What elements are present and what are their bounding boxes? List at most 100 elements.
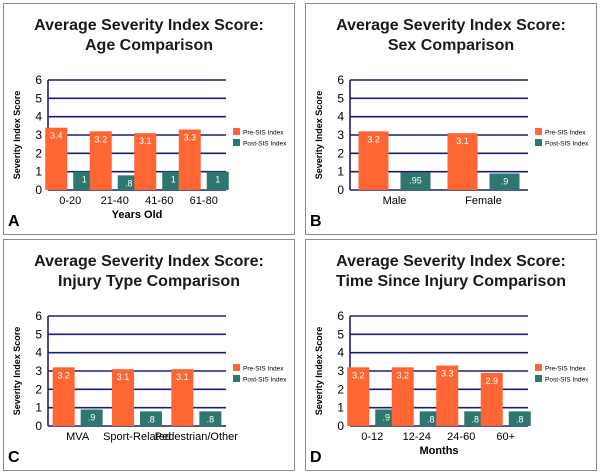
pre-sis-bar [112, 369, 134, 426]
data-label: .8 [516, 414, 524, 424]
data-label: 3.1 [117, 372, 130, 382]
chart-panel-c: Average Severity Index Score: Injury Typ… [3, 239, 295, 471]
data-label: 3.1 [456, 136, 469, 146]
post-sis-bar [400, 172, 431, 190]
data-label: 3.2 [367, 134, 380, 144]
y-tick-label: 2 [35, 146, 42, 160]
post-sis-bar [199, 411, 222, 426]
data-label: .8 [471, 414, 479, 424]
x-tick-label: Female [465, 195, 502, 207]
y-tick-label: 2 [337, 382, 344, 396]
y-tick-label: 0 [337, 419, 344, 433]
legend-swatch-pre [535, 128, 542, 135]
y-tick-label: 6 [337, 309, 344, 323]
legend-label-pre: Pre-SIS Index [243, 366, 284, 373]
data-label: .9 [88, 413, 96, 423]
post-sis-bar [140, 411, 162, 426]
legend-label-post: Post-SIS Index [243, 141, 287, 148]
y-tick-label: 3 [337, 364, 344, 378]
y-tick-label: 5 [337, 91, 344, 105]
data-label: 1 [82, 175, 87, 185]
y-tick-label: 0 [35, 419, 42, 433]
x-axis-label: Years Old [112, 209, 163, 221]
x-tick-label: 60+ [496, 431, 515, 443]
y-tick-label: 6 [35, 73, 42, 87]
legend-swatch-post [535, 139, 542, 146]
y-tick-label: 3 [35, 364, 42, 378]
y-axis-label: Severity Index Score [12, 327, 22, 416]
y-tick-label: 1 [337, 401, 344, 415]
data-label: 1 [215, 175, 220, 185]
legend-label-post: Post-SIS Index [545, 141, 589, 148]
pre-sis-bar [171, 369, 194, 426]
chart-title-line2: Time Since Injury Comparison [336, 273, 566, 290]
x-tick-label: 0-20 [59, 195, 81, 207]
legend-swatch-pre [535, 364, 542, 371]
data-label: .8 [125, 178, 133, 188]
legend-swatch-post [535, 375, 542, 382]
y-axis-label: Severity Index Score [314, 327, 324, 416]
y-tick-label: 4 [337, 110, 344, 124]
data-label: 3.2 [57, 370, 70, 380]
pre-sis-bar [89, 131, 112, 190]
x-tick-label: 12-24 [403, 431, 431, 443]
panel-letter: A [8, 213, 20, 230]
x-axis-label: Months [419, 445, 458, 457]
y-tick-label: 5 [35, 91, 42, 105]
panel-letter: D [310, 449, 322, 466]
y-tick-label: 1 [35, 401, 42, 415]
chart-title-line1: Average Severity Index Score: [34, 253, 264, 270]
y-tick-label: 1 [35, 165, 42, 179]
pre-sis-bar [45, 127, 68, 190]
x-tick-label: 21-40 [101, 195, 129, 207]
data-label: 3.2 [396, 370, 409, 380]
data-label: 3.3 [441, 369, 454, 379]
chart-panel-a: Average Severity Index Score: Age Compar… [3, 3, 295, 235]
legend-label-post: Post-SIS Index [243, 377, 287, 384]
legend-swatch-post [233, 139, 240, 146]
panel-letter: B [310, 213, 322, 230]
data-label: .9 [501, 177, 509, 187]
y-tick-label: 2 [35, 382, 42, 396]
data-label: 3.2 [352, 370, 365, 380]
legend-swatch-pre [233, 364, 240, 371]
legend-label-pre: Pre-SIS Index [545, 366, 586, 373]
data-label: .9 [382, 413, 390, 423]
post-sis-bar [489, 173, 520, 190]
panel-letter: C [8, 449, 20, 466]
data-label: 3.4 [50, 131, 63, 141]
chart-title-line2: Age Comparison [84, 37, 213, 54]
data-label: .95 [409, 176, 422, 186]
y-tick-label: 6 [35, 309, 42, 323]
data-label: .8 [207, 414, 215, 424]
chart-title-line1: Average Severity Index Score: [336, 17, 566, 34]
chart-title-line2: Injury Type Comparison [58, 273, 240, 290]
chart-title-line1: Average Severity Index Score: [336, 253, 566, 270]
chart-title-line2: Sex Comparison [387, 37, 515, 54]
pre-sis-bar [436, 365, 459, 426]
y-tick-label: 5 [35, 327, 42, 341]
chart-title-line1: Average Severity Index Score: [34, 17, 264, 34]
pre-sis-bar [178, 129, 201, 190]
y-tick-label: 1 [337, 165, 344, 179]
post-sis-bar [508, 411, 531, 426]
pre-sis-bar [391, 367, 414, 426]
y-tick-label: 4 [337, 346, 344, 360]
legend-label-pre: Pre-SIS Index [243, 130, 284, 137]
y-axis-label: Severity Index Score [314, 91, 324, 180]
x-tick-label: 41-60 [145, 195, 173, 207]
x-tick-label: 0-12 [361, 431, 383, 443]
legend-label-pre: Pre-SIS Index [545, 130, 586, 137]
chart-panel-d: Average Severity Index Score: Time Since… [305, 239, 597, 471]
y-tick-label: 2 [337, 146, 344, 160]
legend-swatch-post [233, 375, 240, 382]
x-tick-label: 61-80 [190, 195, 218, 207]
data-label: .8 [427, 414, 435, 424]
y-tick-label: 4 [35, 346, 42, 360]
y-tick-label: 0 [35, 183, 42, 197]
pre-sis-bar [480, 372, 503, 426]
bar-chart-time-since-injury: 0 1 2 3 4 5 6 Severity Index Score 3.2 .9 0-12 3.2.… [314, 309, 589, 457]
chart-panel-b: Average Severity Index Score: Sex Compar… [305, 3, 597, 235]
